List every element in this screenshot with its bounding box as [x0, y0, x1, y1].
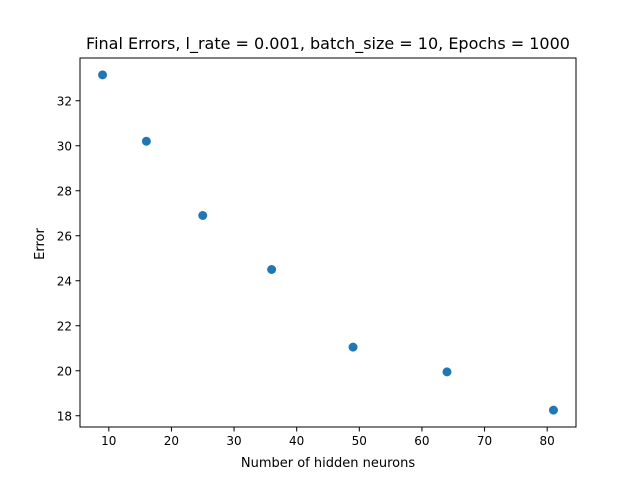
y-tick-label: 30 — [57, 139, 72, 153]
x-tick-label: 80 — [540, 434, 555, 448]
data-point — [348, 342, 358, 352]
data-point — [267, 265, 277, 274]
chart-title: Final Errors, l_rate = 0.001, batch_size… — [86, 34, 570, 54]
x-tick-label: 50 — [352, 434, 367, 448]
y-tick-label: 18 — [57, 409, 72, 423]
x-tick-label: 10 — [101, 434, 116, 448]
y-tick-label: 32 — [57, 94, 72, 108]
data-point — [98, 70, 108, 80]
data-point — [548, 405, 558, 415]
y-tick-label: 22 — [57, 319, 72, 333]
plot-frame — [79, 57, 577, 428]
x-tick-label: 60 — [414, 434, 429, 448]
data-point — [442, 367, 452, 377]
x-tick-label: 20 — [164, 434, 179, 448]
x-tick-label: 70 — [477, 434, 492, 448]
points-layer — [98, 70, 558, 415]
y-tick-label: 28 — [57, 184, 72, 198]
y-tick-label: 26 — [57, 229, 72, 243]
data-point — [198, 211, 208, 220]
x-tick-label: 40 — [289, 434, 304, 448]
x-axis-label: Number of hidden neurons — [241, 456, 415, 471]
y-tick-label: 24 — [57, 274, 72, 288]
data-point — [141, 136, 151, 146]
y-tick-label: 20 — [57, 364, 72, 378]
ticks-layer: 10 20 30 40 50 60 70 80 18 20 22 24 26 28 30 32 — [57, 94, 555, 448]
y-axis-label: Error — [33, 228, 48, 260]
x-tick-label: 30 — [226, 434, 241, 448]
